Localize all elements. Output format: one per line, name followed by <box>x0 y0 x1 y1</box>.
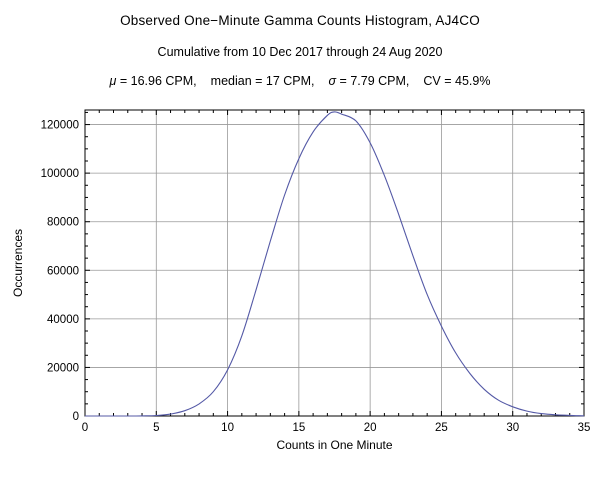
y-tick-label: 80000 <box>47 217 79 229</box>
tick-labels: 0 5 10 15 20 25 30 35 0 20000 40000 60000 80000 10000… <box>41 120 591 434</box>
stats-line: μ = 16.96 CPM, median = 17 CPM, σ = 7.79 C… <box>0 74 600 88</box>
y-tick-label: 40000 <box>47 314 79 326</box>
x-tick-label: 20 <box>364 422 377 434</box>
chart-subtitle: Cumulative from 10 Dec 2017 through 24 A… <box>157 45 443 59</box>
sigma-symbol: σ <box>328 74 337 88</box>
plot-frame <box>84 109 585 417</box>
mu-symbol: μ <box>109 74 117 88</box>
x-tick-label: 10 <box>221 422 234 434</box>
y-axis-label: Occurrences <box>11 229 25 297</box>
x-tick-label: 0 <box>82 422 88 434</box>
x-tick-label: 35 <box>578 422 591 434</box>
chart-title: Observed One−Minute Gamma Counts Histogr… <box>120 13 480 28</box>
y-tick-label: 60000 <box>47 265 79 277</box>
x-tick-label: 30 <box>506 422 519 434</box>
stat-cv: CV = 45.9% <box>423 74 491 88</box>
stat-sigma: σ = 7.79 CPM, <box>329 74 410 88</box>
y-tick-label: 120000 <box>41 120 79 132</box>
x-tick-label: 15 <box>292 422 305 434</box>
axis-ticks <box>84 110 585 417</box>
histogram-curve <box>85 111 585 417</box>
gridlines <box>85 110 584 416</box>
stat-median: median = 17 CPM, <box>210 74 315 88</box>
chart: 0 5 10 15 20 25 30 35 0 20000 40000 60000 80000 10000… <box>0 94 600 481</box>
y-tick-label: 20000 <box>47 362 79 374</box>
mu-value: = 16.96 CPM, <box>116 74 197 88</box>
chart-svg: 0 5 10 15 20 25 30 35 0 20000 40000 60000 80000 10000… <box>11 109 591 452</box>
x-tick-label: 25 <box>435 422 448 434</box>
x-axis-label: Counts in One Minute <box>276 438 392 452</box>
y-tick-label: 0 <box>73 411 79 423</box>
y-tick-label: 100000 <box>41 168 79 180</box>
x-tick-label: 5 <box>153 422 159 434</box>
stat-mu: μ = 16.96 CPM, <box>110 74 197 88</box>
sigma-value: = 7.79 CPM, <box>336 74 410 88</box>
